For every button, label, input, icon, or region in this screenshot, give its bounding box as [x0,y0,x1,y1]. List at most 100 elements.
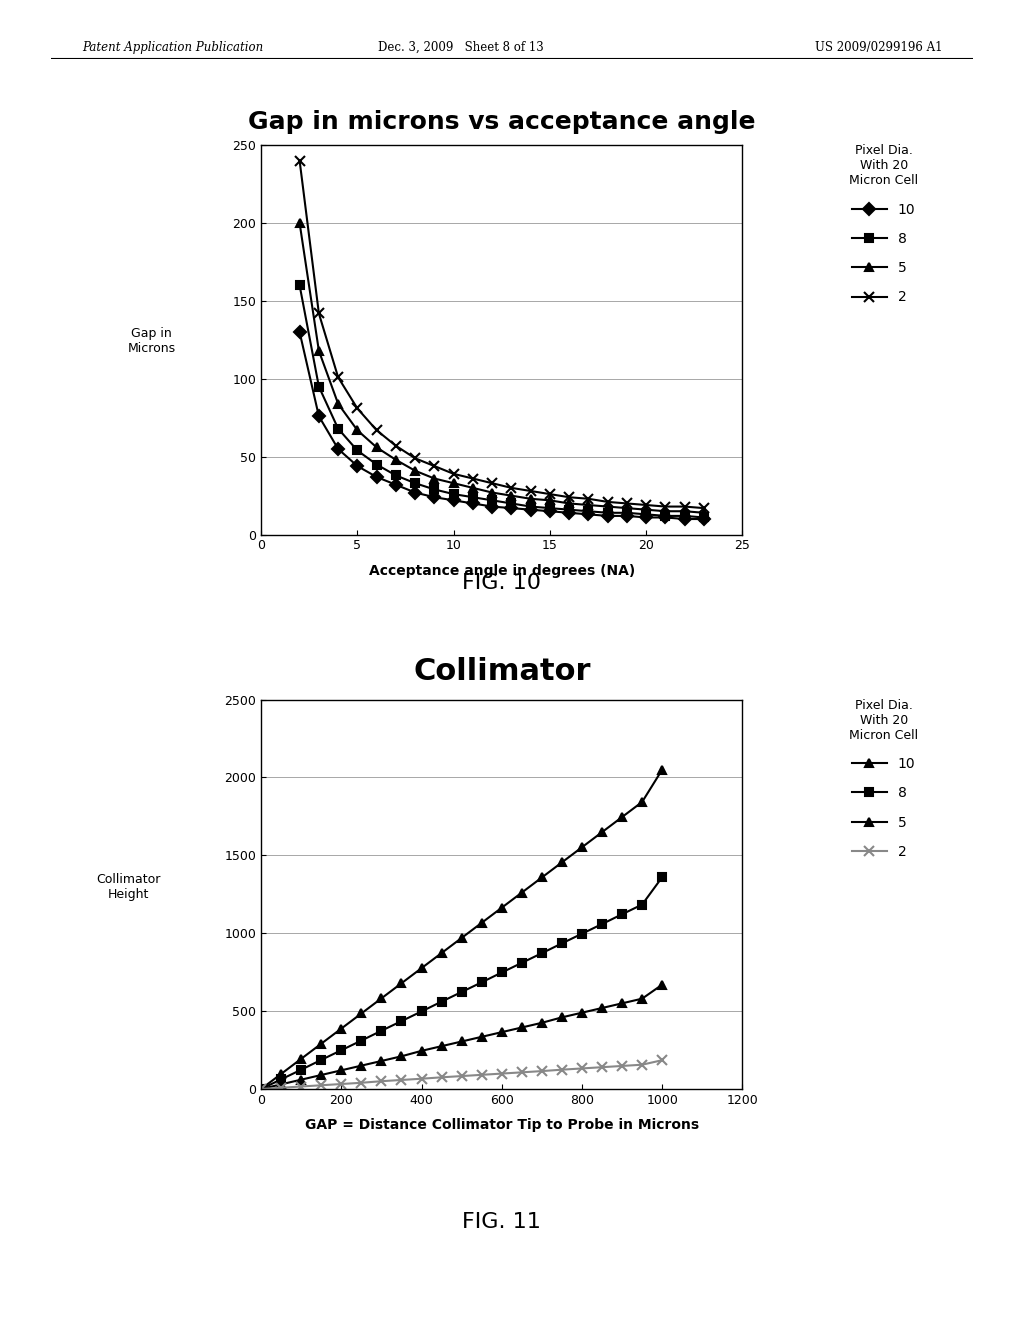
5 [312,343,325,359]
2 [447,466,460,482]
10 [312,408,325,424]
2 [416,1071,428,1086]
8 [616,907,629,923]
5 [395,1048,408,1064]
5 [371,440,383,455]
X-axis label: GAP = Distance Collimator Tip to Probe in Microns: GAP = Distance Collimator Tip to Probe i… [305,1118,698,1133]
10 [659,510,672,525]
Line: 2: 2 [295,156,709,513]
5 [390,451,402,467]
2 [496,1065,508,1081]
Line: 8: 8 [257,873,667,1093]
5 [467,480,479,496]
5 [697,504,710,520]
8 [335,1043,347,1059]
10 [315,1036,328,1052]
2 [524,483,537,499]
5 [355,1057,368,1073]
10 [295,1051,307,1067]
8 [332,421,344,437]
8 [435,994,447,1010]
8 [563,502,575,517]
2 [544,486,556,502]
5 [375,1053,387,1069]
Legend: 10, 8, 5, 2: 10, 8, 5, 2 [849,144,919,305]
Legend: 10, 8, 5, 2: 10, 8, 5, 2 [849,698,919,859]
5 [563,495,575,511]
8 [486,492,499,508]
8 [621,504,633,520]
8 [496,965,508,981]
Line: 10: 10 [296,327,708,523]
10 [435,945,447,961]
10 [505,500,517,516]
8 [544,500,556,516]
5 [475,1028,487,1044]
8 [467,490,479,506]
8 [351,442,364,458]
5 [505,488,517,504]
8 [315,1052,328,1068]
2 [409,450,421,466]
2 [636,1057,648,1073]
10 [697,511,710,527]
10 [428,490,440,506]
10 [524,502,537,517]
10 [601,508,613,524]
5 [428,471,440,487]
Text: Collimator
Height: Collimator Height [96,873,160,902]
5 [332,396,344,412]
10 [335,1020,347,1036]
10 [294,325,306,341]
Text: Gap in microns vs acceptance angle: Gap in microns vs acceptance angle [248,110,756,133]
8 [295,1061,307,1077]
5 [616,995,629,1011]
10 [351,458,364,474]
8 [583,503,595,519]
2 [659,499,672,515]
10 [395,975,408,991]
5 [295,1072,307,1088]
8 [416,1003,428,1019]
5 [556,1010,568,1026]
Text: Collimator: Collimator [413,657,591,686]
5 [640,502,652,517]
8 [294,277,306,293]
5 [636,991,648,1007]
5 [435,1039,447,1055]
8 [312,379,325,395]
Text: US 2009/0299196 A1: US 2009/0299196 A1 [814,41,942,54]
5 [601,499,613,515]
10 [416,960,428,975]
10 [355,1006,368,1022]
10 [486,499,499,515]
8 [636,896,648,912]
8 [255,1081,267,1097]
2 [563,490,575,506]
5 [315,1067,328,1082]
8 [428,482,440,498]
8 [524,499,537,515]
10 [544,503,556,519]
2 [255,1081,267,1097]
5 [447,475,460,491]
Line: 2: 2 [256,1055,667,1094]
2 [312,305,325,321]
2 [435,1069,447,1085]
8 [395,1014,408,1030]
10 [596,824,608,840]
2 [395,1072,408,1088]
10 [536,870,548,886]
X-axis label: Acceptance angle in degrees (NA): Acceptance angle in degrees (NA) [369,564,635,578]
2 [616,1059,629,1074]
2 [621,495,633,511]
5 [679,503,691,519]
2 [390,438,402,454]
2 [656,1052,669,1068]
8 [659,508,672,524]
10 [467,495,479,511]
8 [475,974,487,990]
2 [332,370,344,385]
8 [447,486,460,502]
8 [375,1023,387,1039]
